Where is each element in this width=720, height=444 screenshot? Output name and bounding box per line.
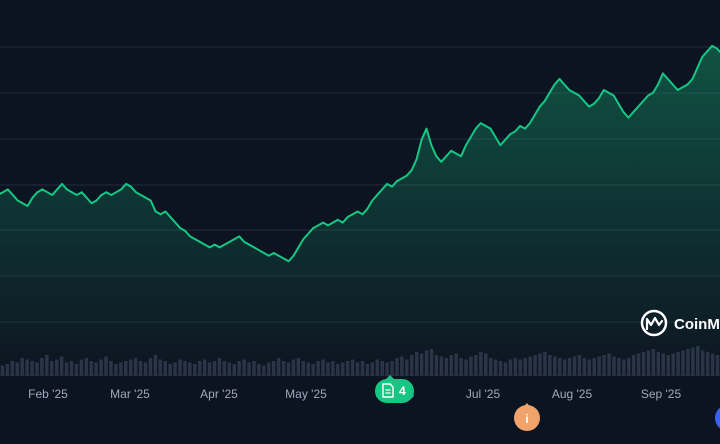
watermark: CoinM [640, 309, 720, 337]
event-markers[interactable]: 4 i [375, 375, 720, 431]
watermark-text: CoinM [674, 316, 720, 333]
info-icon: i [525, 412, 528, 426]
price-line [0, 44, 720, 263]
x-tick-label: Feb '25 [28, 387, 68, 401]
x-tick-label: Apr '25 [200, 387, 238, 401]
x-tick-label: Aug '25 [552, 387, 593, 401]
news-marker[interactable]: 4 [375, 375, 414, 403]
coinmarketcap-logo-icon [640, 309, 668, 337]
x-tick-label: Mar '25 [110, 387, 150, 401]
info-marker[interactable]: i [514, 403, 540, 431]
edge-marker[interactable] [715, 405, 720, 431]
x-tick-label: May '25 [285, 387, 327, 401]
document-icon [382, 383, 394, 398]
news-count: 4 [399, 384, 406, 398]
price-area [0, 44, 720, 376]
x-tick-label: Jul '25 [466, 387, 501, 401]
area-fill [0, 45, 720, 376]
x-tick-label: Sep '25 [641, 387, 682, 401]
